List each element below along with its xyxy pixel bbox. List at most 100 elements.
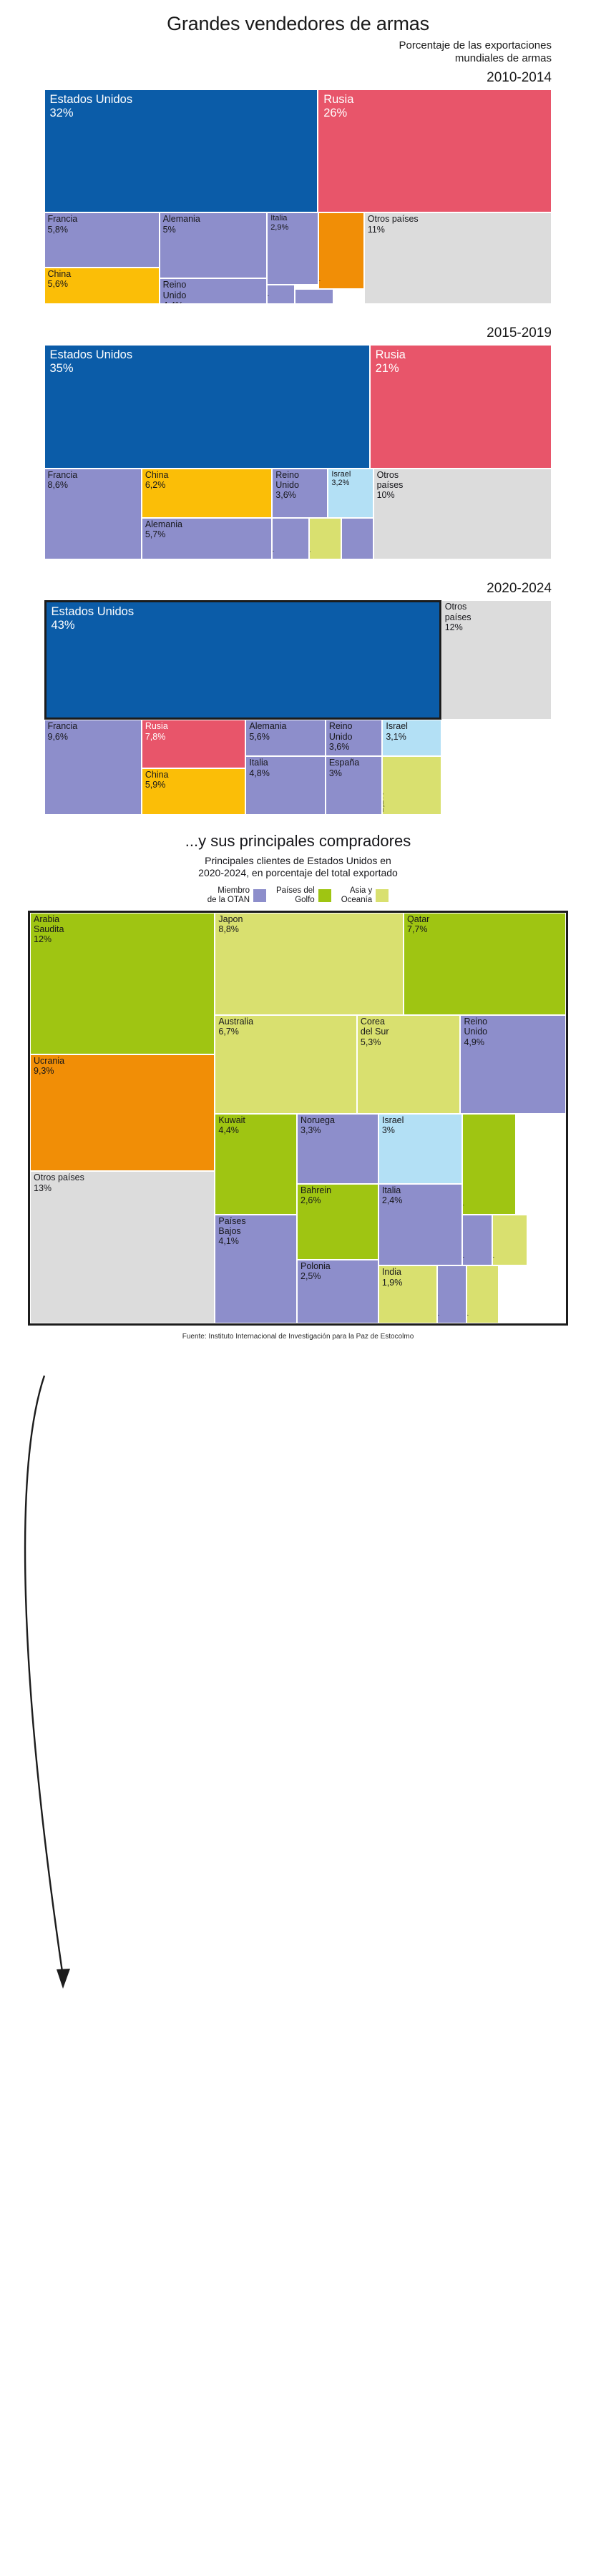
treemap-cell-japon: Japon 8,8% <box>215 912 404 1016</box>
treemap-cell-otros-paises: Otros países 10% <box>373 468 552 560</box>
treemap-cell-rusia: Rusia 7,8% <box>141 720 246 768</box>
treemap-cell-label: Corea del Sur 2,1% <box>309 539 312 557</box>
treemap-2015-2019-wrap: Estados Unidos 35% Rusia 21% Francia 8,6% C… <box>44 345 552 560</box>
treemap-cell-label: Corea del Sur 5,3% <box>360 1017 389 1047</box>
treemap-cell-label: Italia 2,9% <box>270 214 289 232</box>
treemap-cell-label: India 1,9% <box>381 1267 403 1288</box>
buyers-subtitle: Principales clientes de Estados Unidos e… <box>198 855 398 879</box>
treemap-cell-label: Japon 8,8% <box>218 914 243 934</box>
treemap-cell-ucrania: Ucrania 2,8% <box>318 212 364 289</box>
legend-label: Asia y Oceanía <box>341 886 373 904</box>
treemap-2010-2014: Estados Unidos 32% Rusia 26% Francia 5,8% A… <box>44 89 552 305</box>
treemap-cell-label: Israel 3,1% <box>386 721 408 742</box>
treemap-cell-china: China 5,9% <box>141 768 246 816</box>
treemap-cell-reino-unido: Reino Unido 4,9% <box>460 1015 566 1114</box>
treemap-cell-label: España 2,1% <box>267 285 270 302</box>
treemap-cell-italia: Italia 2,9% <box>267 212 318 285</box>
treemap-cell-emiratos-a: Emiratos á. 2,6% <box>462 1113 517 1215</box>
treemap-cell-paises-bajos: Países Bajos 2% <box>294 288 334 305</box>
treemap-cell-label: Qatar 7,7% <box>407 914 430 934</box>
treemap-cell-label: Bahrein 2,6% <box>301 1185 332 1205</box>
treemap-cell-label: Otros países 13% <box>34 1172 84 1193</box>
treemap-cell-label: China 5,6% <box>47 268 72 290</box>
treemap-cell-label: Países Bajos 2% <box>294 290 297 302</box>
treemap-cell-alemania: Alemania 5% <box>159 212 268 279</box>
treemap-cell-label: Ucrania 2,8% <box>318 268 321 286</box>
legend: Miembro de la OTAN Países del Golfo Asia y… <box>98 886 499 905</box>
treemap-cell-reino-unido: Reino Unido 3,6% <box>325 720 383 757</box>
infographic-page: Grandes vendedores de armas Porcentaje d… <box>0 13 596 2576</box>
treemap-cell-paises-bajos: Países Bajos 4,1% <box>215 1214 297 1323</box>
treemap-cell-dinamarca: Dinamarca 1,6 % <box>462 1214 492 1266</box>
period-label-3: 2020-2024 <box>487 581 552 597</box>
treemap-cell-ucrania: Ucrania 9,3% <box>30 1054 215 1172</box>
treemap-cell-polonia: Polonia 2,5% <box>297 1259 378 1323</box>
treemap-cell-label: N. Z. 1,2 % <box>466 1301 469 1321</box>
treemap-cell-label: Rusia 7,8% <box>145 721 168 742</box>
treemap-cell-australia: Australia 6,7% <box>215 1015 357 1114</box>
treemap-cell-china: China 6,2% <box>141 468 273 518</box>
treemap-cell-label: Dinamarca 1,6 % <box>462 1243 465 1263</box>
treemap-cell-espana: España 3% <box>325 756 383 816</box>
treemap-cell-francia: Francia 8,6% <box>44 468 142 560</box>
treemap-cell-label: Reino Unido 3,6% <box>275 469 299 501</box>
treemap-cell-label: Países Bajos 4,1% <box>218 1215 246 1247</box>
page-subtitle: Porcentaje de las exportaciones mundiale… <box>399 39 552 64</box>
treemap-2020-2024-wrap: Estados Unidos 43% Otros países 12% Franci… <box>44 600 552 816</box>
treemap-cell-alemania: Alemania 5,6% <box>245 720 326 757</box>
period-label-2: 2015-2019 <box>487 325 552 341</box>
treemap-cell-label: Australia 6,7% <box>218 1017 254 1037</box>
treemap-cell-label: Rusia 26% <box>323 93 354 120</box>
treemap-buyers-wrap: Arabia Saudita 12% Ucrania 9,3% Otros país… <box>28 910 568 1326</box>
treemap-cell-label: Estados Unidos 32% <box>49 93 133 120</box>
period-label-1: 2010-2014 <box>487 70 552 86</box>
treemap-cell-otros-paises: Otros países 13% <box>30 1171 215 1323</box>
treemap-cell-label: Francia 9,6% <box>47 721 78 742</box>
treemap-cell-label: España 2,3% <box>272 539 275 557</box>
treemap-cell-china: China 5,6% <box>44 267 160 305</box>
treemap-cell-espana: España 2,3% <box>272 517 310 560</box>
treemap-cell-label: Francia 8,6% <box>47 469 78 491</box>
treemap-cell-alemania: Alemania 5,7% <box>141 517 273 560</box>
treemap-2010-2014-wrap: Estados Unidos 32% Rusia 26% Francia 5,8% A… <box>44 89 552 305</box>
legend-item-nato: Miembro de la OTAN <box>207 886 267 905</box>
treemap-2015-2019: Estados Unidos 35% Rusia 21% Francia 8,6% C… <box>44 345 552 560</box>
legend-label: Miembro de la OTAN <box>207 886 250 904</box>
treemap-cell-label: Kuwait 4,4% <box>218 1115 245 1136</box>
legend-swatch-asia-oceania <box>376 888 389 902</box>
treemap-cell-francia: Francia 5,8% <box>44 212 160 268</box>
treemap-cell-israel: Israel 3% <box>378 1113 463 1184</box>
treemap-cell-israel: Israel 3,2% <box>328 468 373 518</box>
treemap-cell-label: Estados Unidos 43% <box>51 605 135 632</box>
treemap-cell-label: Corea del Sur 2,2% <box>382 791 386 813</box>
treemap-cell-label: Israel 3% <box>381 1115 404 1136</box>
legend-swatch-nato <box>253 888 267 902</box>
treemap-cell-label: Emiratos á. 2,6% <box>462 1191 466 1212</box>
treemap-cell-label: Italia 4,8% <box>249 758 270 778</box>
treemap-cell-label: Polonia 2,5% <box>301 1260 331 1281</box>
treemap-cell-kuwait: Kuwait 4,4% <box>215 1113 297 1215</box>
treemap-cell-label: Otros países 12% <box>444 602 472 632</box>
treemap-cell-reino-unido: Reino Unido 3,6% <box>272 468 328 518</box>
treemap-cell-corea-del-sur: Corea del Sur 2,2% <box>382 756 441 816</box>
legend-swatch-gulf <box>318 888 331 902</box>
page-title: Grandes vendedores de armas <box>167 13 429 34</box>
treemap-cell-label: Taiwán 1,5% <box>492 1245 495 1263</box>
treemap-cell-label: Italia 2,4% <box>381 1185 403 1205</box>
treemap-cell-label: Francia 5,8% <box>47 214 78 235</box>
treemap-2020-2024: Estados Unidos 43% Otros países 12% Franci… <box>44 600 552 816</box>
treemap-cell-label: Arabia Saudita 12% <box>34 914 64 945</box>
treemap-cell-italia: Italia 2,4% <box>378 1183 463 1266</box>
treemap-cell-label: Alemania 5% <box>162 214 200 235</box>
treemap-cell-n-z: N. Z. 1,2 % <box>466 1265 499 1323</box>
treemap-cell-label: Ucrania 9,3% <box>34 1055 65 1076</box>
treemap-buyers: Arabia Saudita 12% Ucrania 9,3% Otros país… <box>28 910 568 1326</box>
treemap-cell-label: España 3% <box>328 758 360 778</box>
treemap-cell-italia: Italia 2% <box>341 517 373 560</box>
treemap-cell-label: China 6,2% <box>145 469 169 491</box>
treemap-cell-corea-del-sur: Corea del Sur 2,1% <box>309 517 341 560</box>
treemap-cell-india: India 1,9% <box>378 1265 438 1323</box>
treemap-cell-label: Noruega 3,3% <box>301 1115 335 1136</box>
treemap-cell-otros-paises: Otros países 12% <box>441 600 552 720</box>
treemap-cell-italia: Italia 4,8% <box>245 756 326 816</box>
